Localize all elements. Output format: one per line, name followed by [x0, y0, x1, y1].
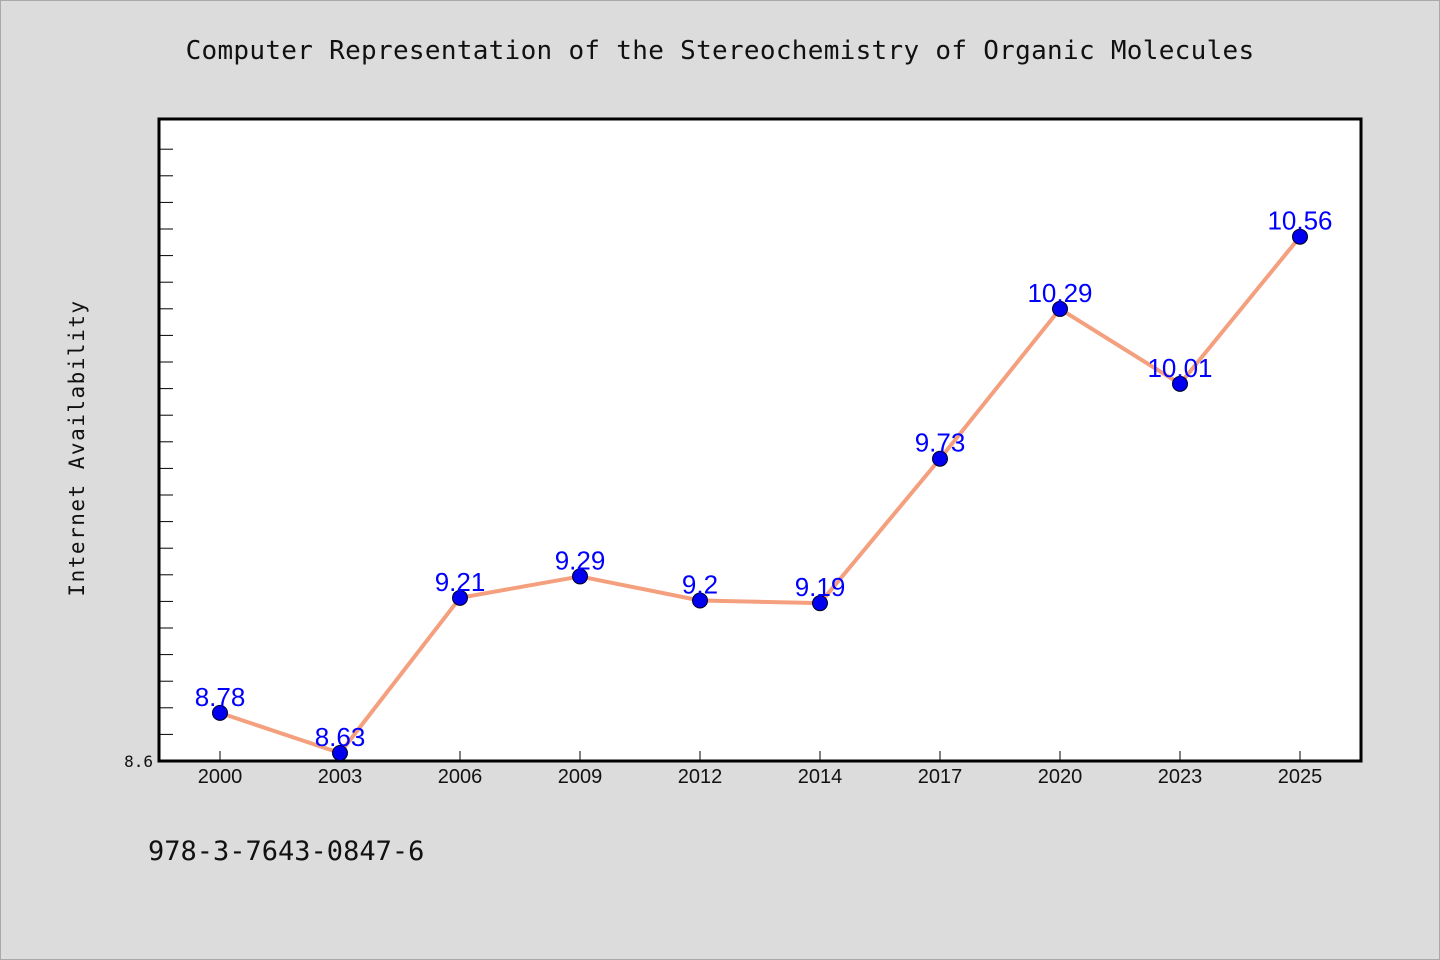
data-point	[1292, 228, 1308, 245]
x-tick-label: 2006	[438, 766, 483, 788]
x-tick-label: 2000	[198, 766, 243, 788]
isbn-footer: 978-3-7643-0847-6	[148, 836, 425, 867]
x-axis-ticks: 2000 2003 2006 2009 2012 2014 2017 2020 2023 2025	[198, 751, 1323, 788]
data-point	[572, 568, 588, 585]
plot-area	[157, 117, 1363, 763]
data-label: 8.63	[315, 722, 366, 752]
data-label: 9.29	[555, 545, 606, 575]
data-point	[1172, 375, 1188, 392]
data-markers	[212, 228, 1308, 761]
data-point	[1052, 300, 1068, 317]
data-point	[332, 744, 348, 761]
data-label: 9.21	[435, 567, 486, 597]
data-point	[692, 592, 708, 609]
series-line	[219, 235, 1302, 755]
x-tick-label: 2017	[918, 766, 963, 788]
y-tick-label: 8.6	[124, 752, 153, 771]
x-tick-label: 2025	[1278, 766, 1323, 788]
data-labels: 8.78 8.63 9.21 9.29 9.2 9.19 9.73 10.29 10.01 10.…	[195, 206, 1333, 752]
x-tick-label: 2012	[678, 766, 723, 788]
data-label: 9.2	[682, 570, 718, 600]
chart-title: Computer Representation of the Stereoche…	[185, 36, 1255, 66]
data-label: 10.01	[1147, 353, 1212, 383]
data-point	[932, 450, 948, 467]
data-point	[812, 595, 828, 612]
data-point	[212, 704, 228, 721]
x-tick-label: 2009	[558, 766, 603, 788]
data-point	[452, 589, 468, 606]
data-label: 8.78	[195, 682, 246, 712]
data-label: 10.29	[1027, 278, 1092, 308]
data-label: 9.19	[795, 572, 846, 602]
x-tick-label: 2020	[1038, 766, 1083, 788]
data-label: 9.73	[915, 428, 966, 458]
x-tick-label: 2014	[798, 766, 843, 788]
x-tick-label: 2023	[1158, 766, 1203, 788]
data-label: 10.56	[1267, 206, 1332, 236]
x-tick-label: 2003	[318, 766, 363, 788]
y-axis-ticks: 8.6	[124, 148, 173, 771]
